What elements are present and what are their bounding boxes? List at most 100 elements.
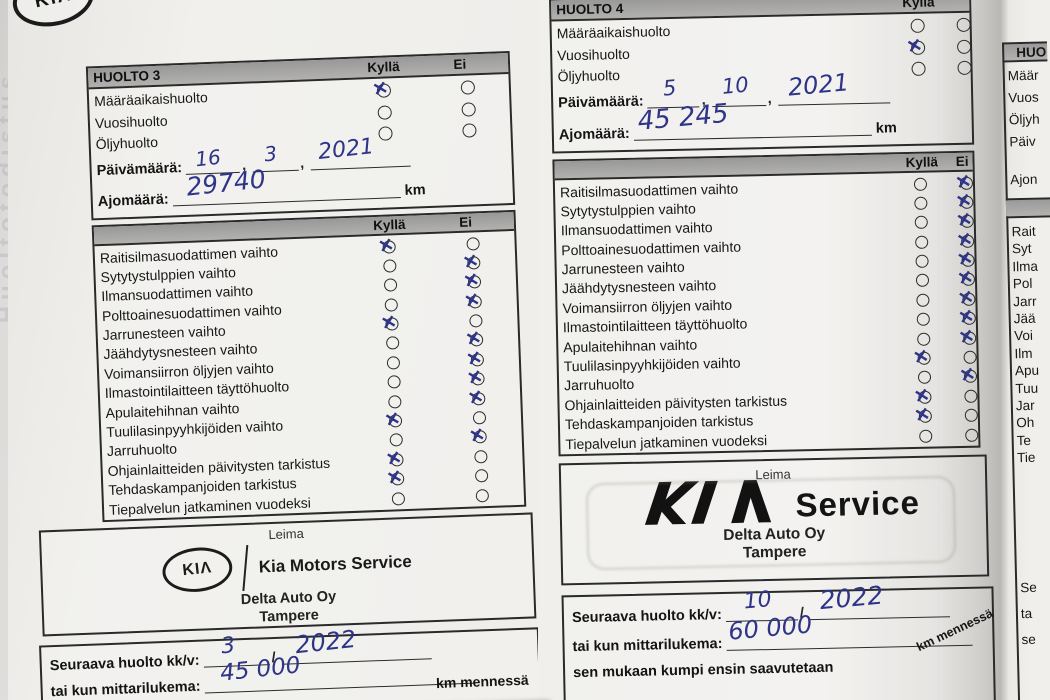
odometer-line: Ajomäärä: 29740 km: [97, 164, 512, 210]
column-header-yes: Kyllä: [372, 216, 406, 233]
stamp-service-name: Kia Motors Service: [258, 551, 413, 577]
stamp-box: Leima KIΛ Kia Motors Service Delta Auto …: [38, 512, 537, 637]
ei-circle: [472, 411, 486, 425]
kia-logo-text: KIΛ: [182, 559, 214, 580]
date-separator: ,: [299, 155, 305, 172]
checklist-item-label: Jäähdytysnesteen vaihto: [561, 277, 717, 297]
kylla-circle: [917, 312, 931, 327]
next-page-header-bar: HUO: [1001, 41, 1048, 63]
next-page-text-fragment: Pol: [1012, 275, 1033, 292]
column-header-no: Ei: [955, 153, 969, 169]
kia-oval-logo-corner: KIΛ: [7, 0, 100, 34]
date-year-blank: 2021: [777, 68, 890, 106]
checklist-item-label: Öljyhuolto: [557, 67, 621, 85]
next-page-text-fragment: Ilma: [1012, 258, 1039, 275]
ei-circle: [960, 195, 974, 209]
ei-circle: [471, 372, 485, 386]
section-title: HUOLTO 4: [556, 0, 624, 18]
kylla-circle: [914, 196, 928, 210]
handwritten-day: 16: [194, 144, 223, 171]
ei-circle: [964, 370, 978, 384]
kia-new-logo: [644, 479, 771, 525]
kylla-circle: [385, 336, 400, 351]
next-page-text-fragment: Tie: [1016, 449, 1036, 466]
handwritten-year: 2021: [316, 133, 375, 165]
date-year-blank: 2021: [309, 134, 411, 170]
kylla-circle: [384, 297, 398, 312]
next-page-text-fragment: Päiv: [1009, 133, 1036, 150]
kia-logo-text: KIΛ: [33, 0, 74, 13]
kylla-circle: [918, 390, 933, 404]
checklist-item-label: Voimansiirron öljyjen vaihto: [562, 296, 733, 317]
section-title: HUOLTO 3: [92, 67, 161, 86]
footnote: sen mukaan kumpi ensin saavutetaan: [572, 659, 834, 682]
next-page-text-fragment: Tuu: [1015, 380, 1039, 396]
ei-circle: [470, 352, 484, 367]
km-unit-label: km: [404, 181, 426, 199]
kylla-circle: [915, 254, 930, 268]
ghost-stamp-outline: [585, 475, 957, 571]
checklist-item-label: Vuosihuolto: [94, 112, 168, 131]
service-header-box: HUOLTO 3 Kyllä Ei Määräaikaishuolto Vuos…: [85, 50, 516, 220]
kia-oval-logo: KIΛ: [160, 544, 235, 596]
next-odometer-label: tai kun mittarilukema:: [572, 635, 723, 656]
next-year-blank: 2022: [809, 580, 951, 621]
ei-circle: [468, 314, 483, 328]
odometer-blank: 29740: [172, 164, 401, 206]
ei-circle: [469, 333, 484, 348]
kylla-circle: [910, 18, 926, 33]
next-page-text-fragment: Rait: [1011, 223, 1036, 240]
checklist-item-label: Tuulilasinpyyhkijöiden vaihto: [563, 354, 741, 375]
ei-circle: [957, 60, 973, 75]
checklist-item-label: Apulaitehihnan vaihto: [563, 336, 698, 355]
ei-circle: [956, 17, 972, 32]
km-by-label: km mennessä: [435, 671, 529, 692]
column-header-yes: Kyllä: [902, 0, 935, 11]
next-service-label: Seuraava huolto kk/v:: [49, 652, 200, 675]
dealer-stamp: Service: [561, 471, 986, 530]
kylla-circle: [387, 394, 402, 409]
kylla-circle: [389, 452, 404, 467]
checklist-box: Kyllä Ei Raitisilmasuodattimen vaihto Sy…: [91, 209, 527, 523]
kylla-circle: [914, 177, 928, 191]
kylla-circle: [911, 40, 926, 55]
kylla-circle: [916, 293, 931, 307]
kylla-circle: [917, 351, 932, 365]
kylla-circle: [377, 126, 393, 141]
column-header-yes: Kyllä: [905, 153, 939, 170]
kylla-circle: [917, 332, 931, 346]
checklist-item-label: Raitisilmasuodattimen vaihto: [559, 180, 739, 200]
km-unit-label: km: [875, 119, 897, 137]
ei-circle: [461, 123, 477, 138]
checklist-item-label: Jarruhuolto: [106, 440, 178, 460]
ei-circle: [963, 350, 978, 364]
ei-circle: [468, 294, 482, 309]
checklist-rows: Raitisilmasuodattimen vaihto Sytytystulp…: [94, 230, 524, 520]
ei-circle: [960, 176, 974, 190]
kylla-circle: [376, 83, 391, 98]
next-page-text-fragment: Vuos: [1008, 89, 1039, 106]
ei-circle: [957, 39, 972, 54]
kylla-circle: [387, 375, 401, 389]
checklist-rows: Raitisilmasuodattimen vaihto Sytytystulp…: [555, 171, 979, 454]
next-page-title-fragment: HUO: [1016, 44, 1047, 61]
service-page-huolto3: KIΛ HUOLTO 3 Kyllä Ei Määräaikaishuolto …: [7, 0, 543, 700]
kylla-circle: [918, 370, 932, 385]
ei-circle: [474, 469, 489, 483]
odometer-line: Ajomäärä: 45 245 km: [559, 98, 972, 143]
odometer-label: Ajomäärä:: [97, 191, 169, 210]
next-page-edge: HUO Määr Vuos Öljyh Päiv Ajon Rait Syt Ilma Po…: [1000, 0, 1050, 700]
handwritten-month: 3: [262, 140, 278, 166]
ei-circle: [475, 488, 489, 503]
next-service-label: Seuraava huolto kk/v:: [571, 606, 723, 627]
ei-circle: [473, 449, 488, 464]
kylla-circle: [911, 61, 927, 76]
ei-circle: [965, 408, 979, 423]
next-page-text-fragment: Ilm: [1014, 345, 1033, 362]
stamp-divider: [242, 544, 249, 591]
kylla-circle: [386, 356, 400, 370]
checklist-item-label: Ilmansuodattimen vaihto: [560, 219, 713, 239]
kylla-circle: [916, 274, 930, 288]
handwritten-next-month: 3: [219, 632, 237, 660]
handwritten-next-year: 2022: [293, 624, 358, 660]
